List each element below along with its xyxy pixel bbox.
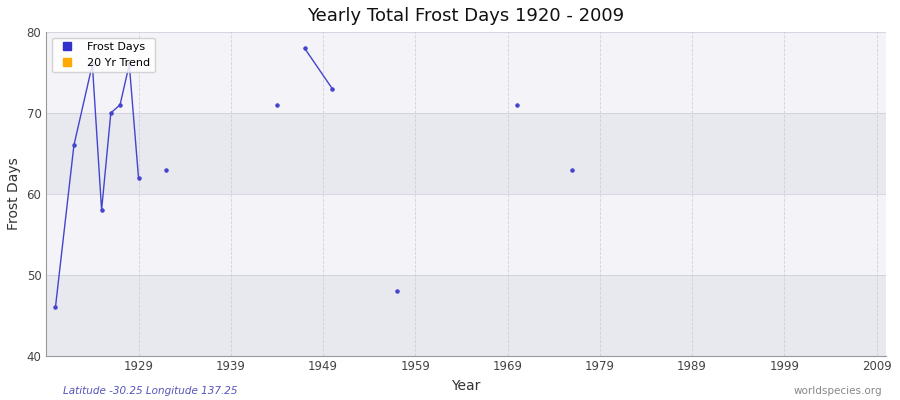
Point — [122, 61, 137, 68]
Text: worldspecies.org: worldspecies.org — [794, 386, 882, 396]
Point — [112, 102, 127, 108]
Point — [390, 288, 404, 294]
Point — [297, 45, 311, 52]
Point — [86, 61, 100, 68]
X-axis label: Year: Year — [452, 379, 481, 393]
Point — [49, 304, 63, 310]
Text: Latitude -30.25 Longitude 137.25: Latitude -30.25 Longitude 137.25 — [63, 386, 238, 396]
Bar — [46, 113, 886, 194]
Point — [325, 86, 339, 92]
Y-axis label: Frost Days: Frost Days — [7, 158, 21, 230]
Point — [159, 166, 174, 173]
Point — [94, 207, 109, 213]
Bar — [46, 32, 886, 113]
Point — [67, 142, 81, 148]
Title: Yearly Total Frost Days 1920 - 2009: Yearly Total Frost Days 1920 - 2009 — [308, 7, 625, 25]
Point — [509, 102, 524, 108]
Point — [270, 102, 284, 108]
Point — [104, 110, 118, 116]
Legend: Frost Days, 20 Yr Trend: Frost Days, 20 Yr Trend — [52, 38, 155, 72]
Point — [131, 174, 146, 181]
Point — [565, 166, 580, 173]
Bar — [46, 194, 886, 275]
Bar — [46, 275, 886, 356]
